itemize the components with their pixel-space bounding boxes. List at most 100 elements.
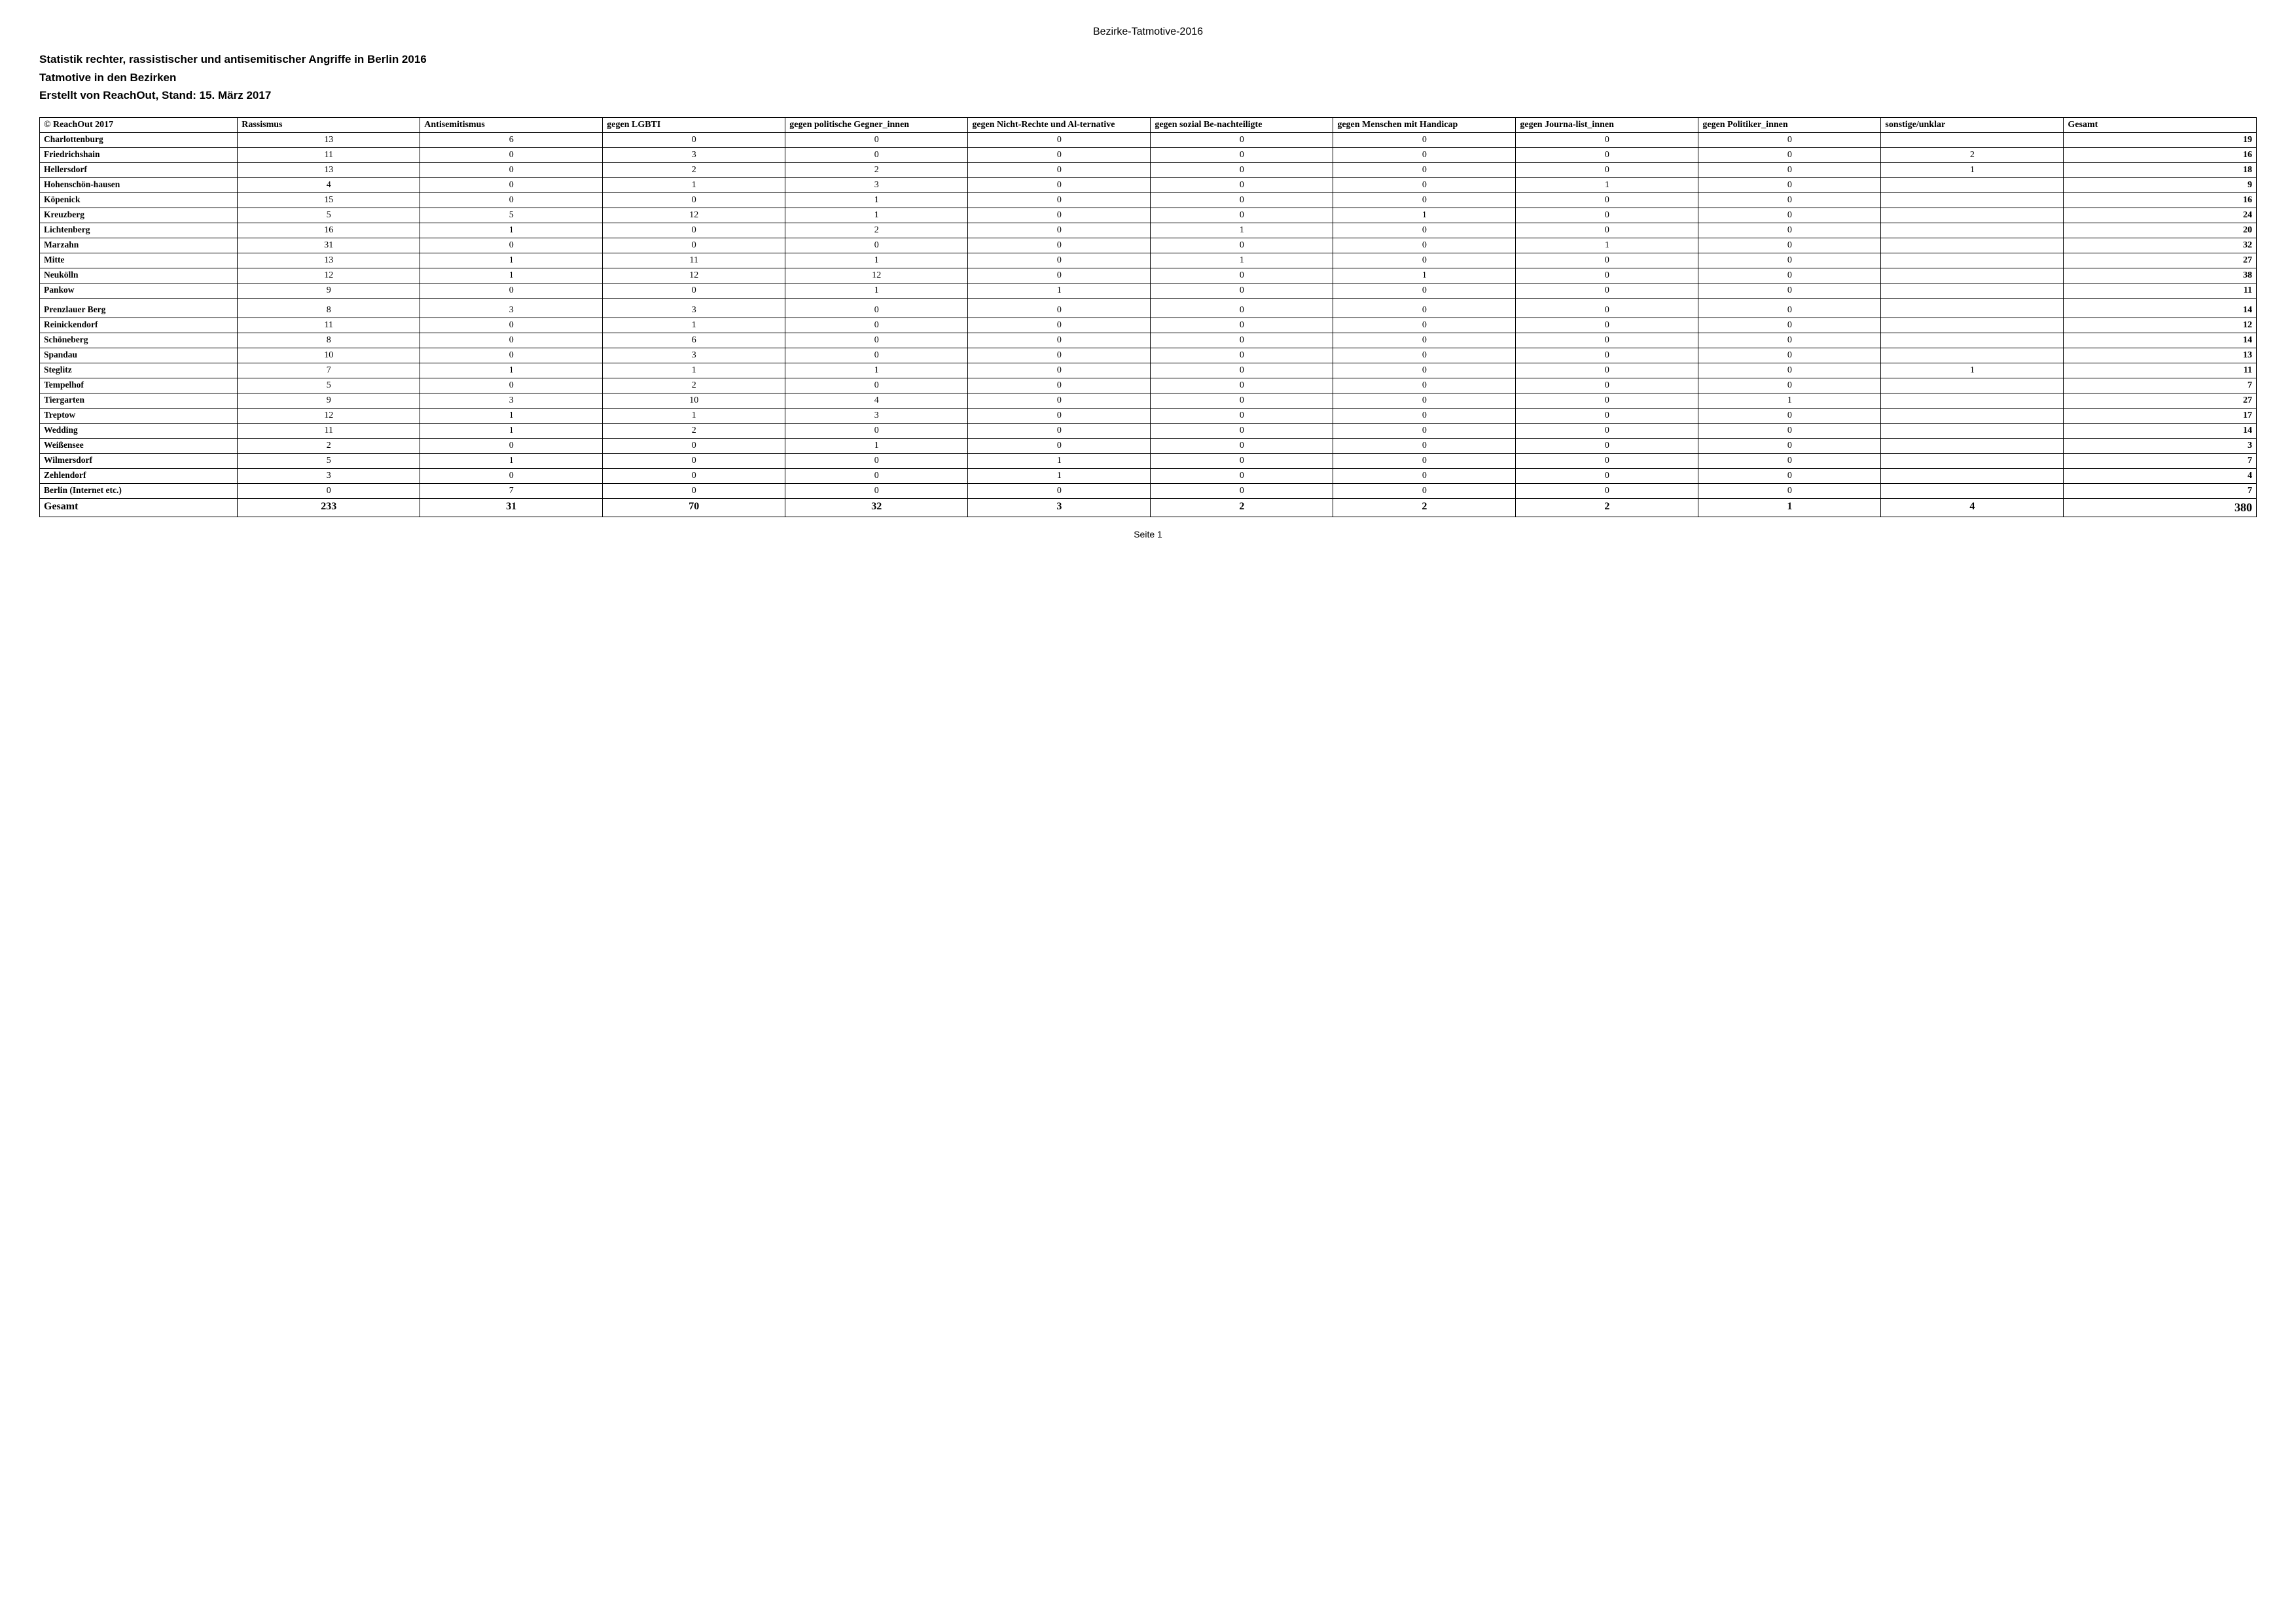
data-cell: 13 (238, 132, 420, 147)
data-cell: 3 (420, 298, 603, 318)
row-label: Köpenick (40, 192, 238, 208)
data-cell: 2 (785, 223, 968, 238)
data-cell (1881, 438, 2064, 453)
row-total-cell: 27 (2064, 393, 2257, 408)
data-cell: 2 (603, 378, 785, 393)
data-cell: 1 (1516, 238, 1698, 253)
data-cell: 0 (1698, 238, 1881, 253)
data-cell: 0 (1698, 147, 1881, 162)
data-cell: 0 (1151, 132, 1333, 147)
data-cell: 0 (603, 223, 785, 238)
data-cell (1881, 192, 2064, 208)
data-cell: 0 (1333, 408, 1516, 423)
data-cell: 0 (785, 132, 968, 147)
data-cell: 0 (785, 298, 968, 318)
data-cell: 1 (1881, 162, 2064, 177)
row-total-cell: 380 (2064, 498, 2257, 517)
data-cell: 0 (1516, 253, 1698, 268)
column-header: gegen Politiker_innen (1698, 117, 1881, 132)
data-cell: 0 (1151, 363, 1333, 378)
data-cell: 0 (1516, 268, 1698, 283)
table-total-row: Gesamt233317032322214380 (40, 498, 2257, 517)
table-row: Hellersdorf1302200000118 (40, 162, 2257, 177)
row-total-cell: 3 (2064, 438, 2257, 453)
row-label: Prenzlauer Berg (40, 298, 238, 318)
data-cell: 0 (1333, 453, 1516, 468)
data-cell: 12 (238, 408, 420, 423)
data-cell: 0 (1516, 378, 1698, 393)
data-cell: 0 (1151, 298, 1333, 318)
data-cell: 0 (603, 192, 785, 208)
data-cell: 0 (1698, 483, 1881, 498)
data-cell (1881, 223, 2064, 238)
data-cell: 3 (603, 298, 785, 318)
table-row: Berlin (Internet etc.)0700000007 (40, 483, 2257, 498)
data-cell: 3 (238, 468, 420, 483)
data-cell: 0 (1698, 192, 1881, 208)
data-cell: 0 (603, 438, 785, 453)
title-line-2: Tatmotive in den Bezirken (39, 69, 2257, 86)
data-cell: 0 (968, 378, 1151, 393)
data-cell: 0 (1698, 438, 1881, 453)
data-cell: 0 (785, 238, 968, 253)
data-cell: 10 (603, 393, 785, 408)
data-cell: 2 (785, 162, 968, 177)
table-row: Hohenschön-hausen4013000109 (40, 177, 2257, 192)
data-cell: 11 (603, 253, 785, 268)
data-cell: 11 (238, 318, 420, 333)
data-cell: 0 (1333, 238, 1516, 253)
data-cell: 0 (420, 238, 603, 253)
data-cell: 5 (238, 378, 420, 393)
row-label: Kreuzberg (40, 208, 238, 223)
data-cell: 0 (1151, 438, 1333, 453)
data-cell (1881, 177, 2064, 192)
data-cell: 70 (603, 498, 785, 517)
row-total-cell: 12 (2064, 318, 2257, 333)
data-cell: 0 (238, 483, 420, 498)
data-cell: 0 (1333, 283, 1516, 298)
data-cell: 7 (420, 483, 603, 498)
row-label: Zehlendorf (40, 468, 238, 483)
row-label: Hellersdorf (40, 162, 238, 177)
data-cell: 0 (1516, 348, 1698, 363)
data-cell: 2 (1516, 498, 1698, 517)
data-cell: 11 (238, 423, 420, 438)
column-header: sonstige/unklar (1881, 117, 2064, 132)
data-cell: 0 (1333, 132, 1516, 147)
column-header: gegen Menschen mit Handicap (1333, 117, 1516, 132)
row-total-cell: 17 (2064, 408, 2257, 423)
data-cell: 1 (603, 177, 785, 192)
data-cell: 0 (968, 177, 1151, 192)
data-cell: 0 (420, 468, 603, 483)
data-cell (1881, 468, 2064, 483)
data-cell: 0 (1698, 283, 1881, 298)
data-cell: 0 (1698, 208, 1881, 223)
data-cell: 0 (1333, 333, 1516, 348)
data-cell: 0 (420, 378, 603, 393)
data-cell: 1 (1151, 253, 1333, 268)
data-cell: 0 (1698, 132, 1881, 147)
row-total-cell: 4 (2064, 468, 2257, 483)
data-cell: 3 (968, 498, 1151, 517)
column-header: gegen Nicht-Rechte und Al-ternative (968, 117, 1151, 132)
table-row: Friedrichshain1103000000216 (40, 147, 2257, 162)
data-cell: 0 (1516, 333, 1698, 348)
data-cell: 1 (785, 438, 968, 453)
table-row: Zehlendorf3000100004 (40, 468, 2257, 483)
table-row: Reinickendorf110100000012 (40, 318, 2257, 333)
table-body: Charlottenburg136000000019Friedrichshain… (40, 132, 2257, 517)
row-label: Lichtenberg (40, 223, 238, 238)
data-cell: 0 (1333, 348, 1516, 363)
data-cell: 233 (238, 498, 420, 517)
table-row: Weißensee2001000003 (40, 438, 2257, 453)
data-cell: 3 (603, 348, 785, 363)
row-total-cell: 13 (2064, 348, 2257, 363)
data-cell: 0 (1516, 423, 1698, 438)
data-table: © ReachOut 2017RassismusAntisemitismusge… (39, 117, 2257, 517)
data-cell: 0 (968, 408, 1151, 423)
data-cell: 3 (785, 408, 968, 423)
data-cell: 1 (968, 453, 1151, 468)
data-cell: 10 (238, 348, 420, 363)
data-cell: 0 (1698, 162, 1881, 177)
column-header: Gesamt (2064, 117, 2257, 132)
